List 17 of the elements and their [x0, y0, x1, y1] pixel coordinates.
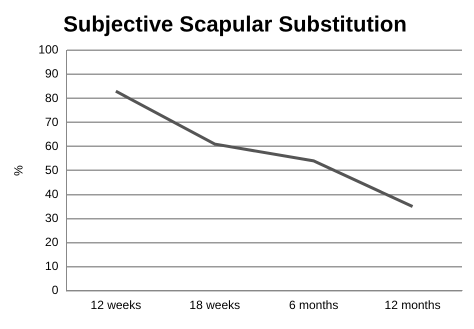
y-tick-label: 10: [45, 258, 59, 273]
x-tick-label: 6 months: [288, 298, 338, 312]
y-tick-label: 60: [45, 138, 59, 153]
y-tick-label: 100: [38, 42, 59, 57]
chart-title: Subjective Scapular Substitution: [63, 11, 407, 36]
y-tick-label: 0: [52, 282, 59, 297]
y-tick-label: 50: [45, 162, 59, 177]
y-axis-title: %: [12, 164, 26, 176]
y-tick-label: 40: [45, 186, 59, 201]
y-tick-label: 30: [45, 210, 59, 225]
y-tick-label: 20: [45, 234, 59, 249]
x-tick-label: 12 weeks: [90, 298, 142, 312]
x-tick-label: 12 months: [384, 298, 441, 312]
y-tick-label: 90: [45, 66, 59, 81]
y-tick-label: 70: [45, 114, 59, 129]
x-tick-label: 18 weeks: [189, 298, 240, 312]
y-tick-label: 80: [45, 90, 59, 105]
